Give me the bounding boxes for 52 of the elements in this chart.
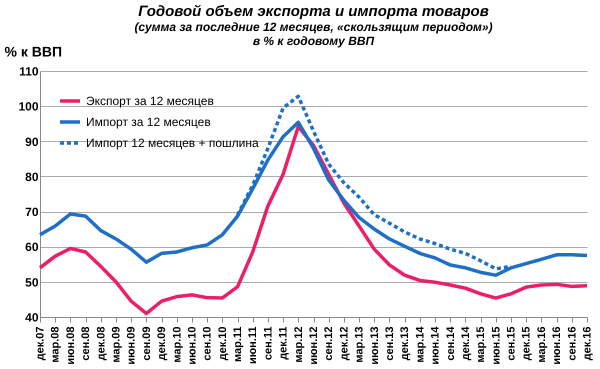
x-tick-label: июн.16 [551,326,564,365]
x-tick-label: мар.16 [536,326,548,363]
x-tick-label: июн.08 [64,326,77,365]
x-tick-label: июн.13 [368,326,381,365]
x-tick-label: июн.09 [126,326,138,365]
x-tick-label: мар.15 [475,326,488,363]
x-tick-label: дек.12 [338,326,350,360]
x-tick-label: мар.11 [232,326,244,362]
x-tick-label: сен.08 [80,326,92,361]
x-tick-label: дек.09 [156,326,168,360]
x-tick-label: дек.15 [520,326,533,360]
x-tick-label: сен.16 [566,326,578,361]
x-tick-label: мар.09 [110,326,122,363]
text: в % к годовому ВВП [252,34,375,48]
y-tick-label: 70 [25,205,39,220]
legend-label: Экспорт за 12 месяцев [86,94,214,108]
x-tick-label: дек.14 [460,326,472,360]
legend-label: Импорт за 12 месяцев [86,115,211,129]
y-tick-label: 110 [19,64,39,78]
x-tick-label: мар.10 [171,326,184,363]
x-tick-label: мар.12 [292,326,305,363]
y-tick-label: 60 [25,240,39,254]
x-tick-label: дек.10 [216,326,229,360]
x-tick-label: дек.07 [34,326,46,360]
y-tick-label: 80 [25,170,39,184]
y-axis-title: % к ВВП [4,44,62,60]
x-tick-label: мар.14 [414,326,426,363]
x-tick-label: дек.08 [95,326,108,360]
legend-label: Импорт 12 месяцев + пошлина [86,136,259,150]
x-tick-label: сен.13 [384,326,396,361]
x-tick-label: сен.11 [262,326,274,360]
x-tick-label: июн.11 [247,326,260,364]
x-tick-label: дек.16 [582,326,594,360]
chart-subtitle: (сумма за последние 12 месяцев, «скользящим периодом») [134,20,493,34]
x-tick-label: дек.13 [399,326,412,360]
x-tick-label: июн.14 [430,326,442,365]
x-tick-label: июн.15 [490,326,502,365]
x-tick-label: сен.15 [506,326,518,361]
chart-title: Годовой объем экспорта и импорта товаров [138,3,489,20]
x-tick-label: сен.14 [444,326,457,361]
x-tick-label: сен.09 [140,326,153,361]
y-tick-label: 100 [18,100,39,114]
x-tick-label: дек.11 [278,326,290,360]
y-tick-label: 40 [25,310,39,324]
x-tick-label: мар.08 [50,326,62,363]
y-tick-label: 90 [25,134,39,149]
x-tick-label: июн.12 [308,326,320,365]
x-tick-label: сен.12 [323,326,336,361]
x-tick-label: сен.10 [202,326,214,361]
x-tick-label: июн.10 [186,326,198,365]
x-tick-label: мар.13 [354,326,366,363]
y-tick-label: 50 [25,275,39,290]
